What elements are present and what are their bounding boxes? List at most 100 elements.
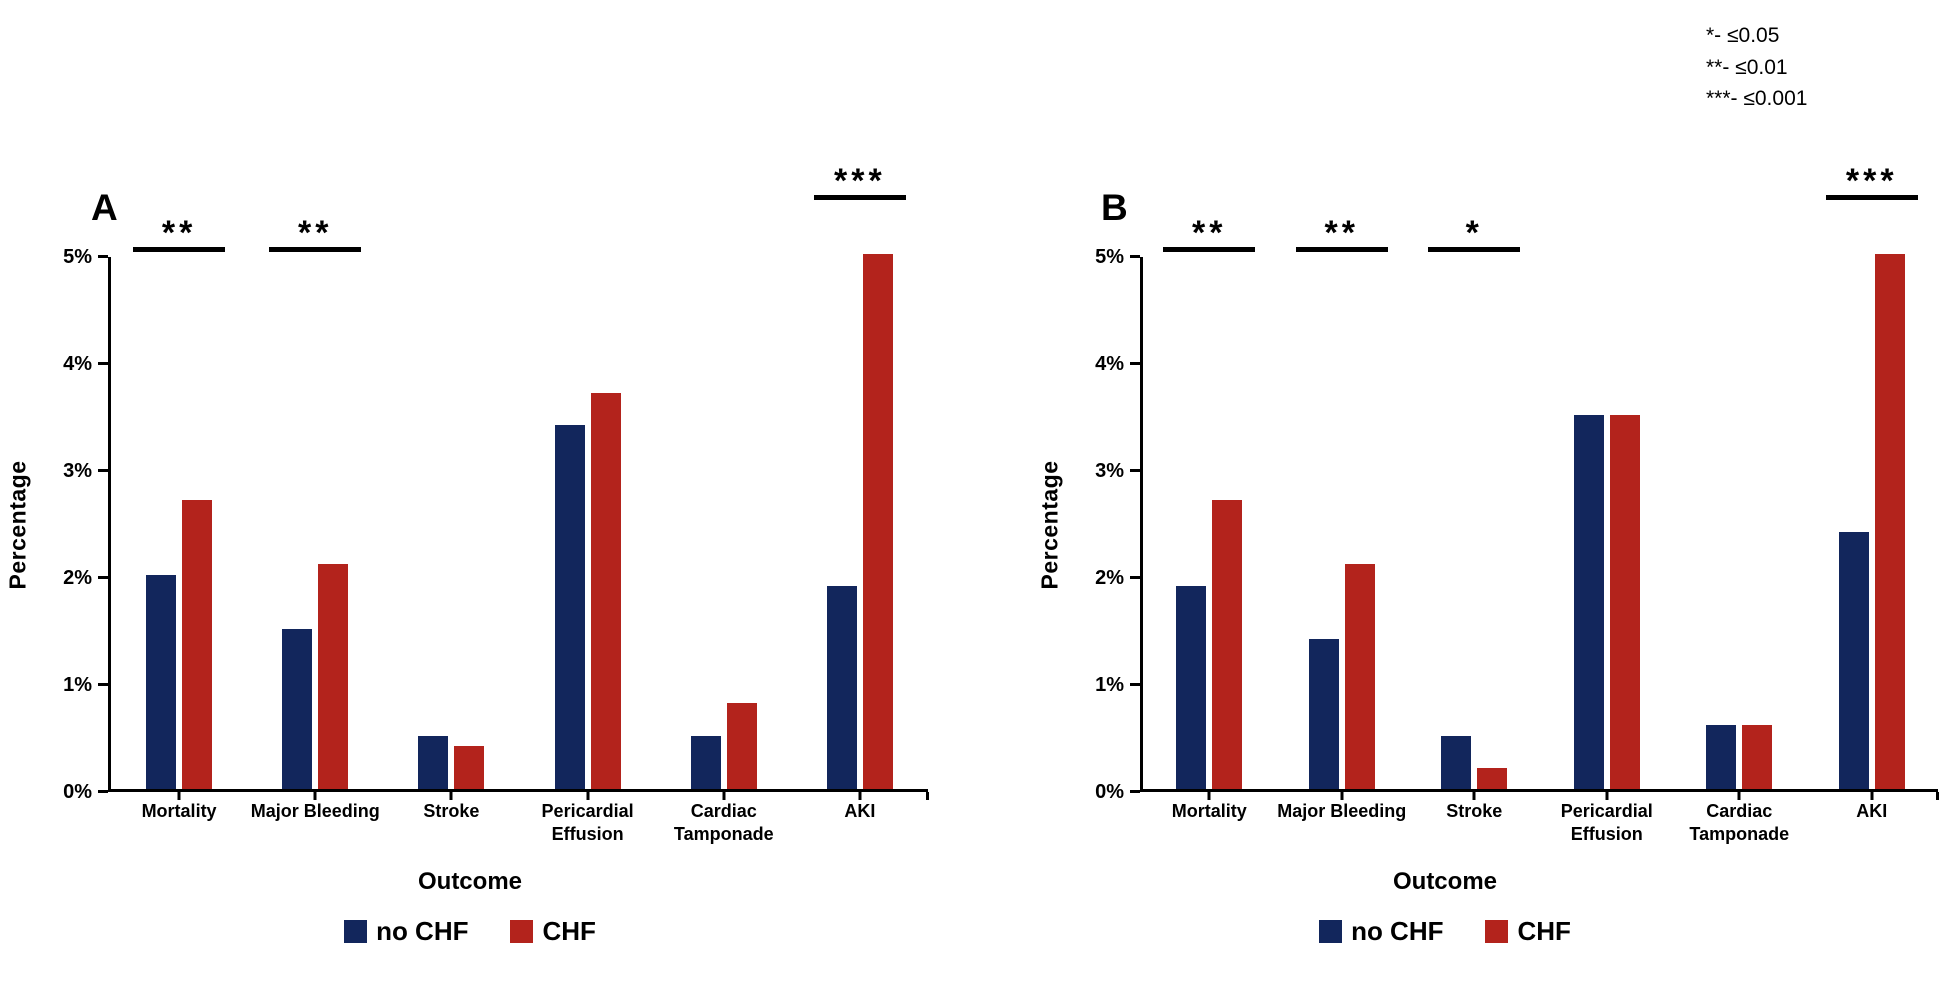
bar-group-aki [1806, 254, 1938, 789]
x-category-label-cardiac-tamponade: Cardiac Tamponade [1689, 801, 1790, 845]
x-tick-mark [1605, 792, 1609, 800]
panel-b-ylabel-col: Percentage [1032, 257, 1068, 792]
legend-item-chf: CHF [510, 916, 596, 947]
bar-pair-pericardial-effusion [554, 393, 621, 789]
x-category-label-aki: AKI [1856, 801, 1888, 821]
significance-key-line-1: *- ≤0.05 [1706, 24, 1780, 47]
significance-marker-stroke: * [1428, 216, 1521, 252]
x-category-label-major-bleeding: Major Bleeding [1277, 801, 1407, 821]
x-tick-mark [313, 792, 317, 800]
panel-a-plot-row: Percentage 0% 1% 2% 3% 4% 5% A ** ** *** [0, 164, 940, 803]
x-axis-title: Outcome [417, 868, 522, 895]
y-tick-label-5-: 5% [1095, 246, 1124, 268]
y-tick-label-3-: 3% [1095, 460, 1124, 482]
y-tick-mark [98, 576, 108, 579]
y-tick-mark [1130, 255, 1140, 258]
dual-bar-chart-figure: Percentage 0% 1% 2% 3% 4% 5% A ** ** *** Mortal… [0, 0, 1950, 947]
y-tick-labels: 0% 1% 2% 3% 4% 5% [1068, 246, 1140, 803]
bar-pair-major-bleeding [1308, 564, 1375, 789]
y-tick-label-4-: 4% [63, 353, 92, 375]
x-tick-mark [1870, 792, 1874, 800]
significance-line [133, 247, 226, 252]
bar-no-chf-aki [826, 585, 857, 789]
legend-swatch-no-chf [344, 920, 368, 943]
bar-chf-pericardial-effusion [590, 393, 621, 789]
legend-label-no-chf: no CHF [376, 916, 469, 946]
panel-a: Percentage 0% 1% 2% 3% 4% 5% A ** ** *** Mortal… [0, 0, 940, 947]
x-tick-mark [586, 792, 590, 800]
significance-line [1163, 247, 1256, 252]
y-tick-mark [1130, 469, 1140, 472]
significance-line [1295, 247, 1388, 252]
bar-no-chf-aki [1838, 532, 1869, 789]
y-tick-label-0-: 0% [63, 781, 92, 803]
x-category-label-stroke: Stroke [423, 801, 480, 821]
bar-pair-aki [1838, 254, 1905, 789]
bar-chf-mortality [182, 500, 213, 789]
bar-pair-stroke [1441, 735, 1508, 789]
bar-chf-major-bleeding [318, 564, 349, 789]
panel-b-plot-row: Percentage 0% 1% 2% 3% 4% 5% B ** ** * *** [940, 164, 1950, 803]
bar-pair-cardiac-tamponade [1706, 724, 1773, 789]
significance-marker-aki: *** [813, 164, 906, 200]
bar-chf-cardiac-tamponade [1742, 724, 1773, 789]
bar-group-mortality [111, 257, 247, 789]
bar-pair-major-bleeding [282, 564, 349, 789]
bar-group-major-bleeding [1275, 257, 1407, 789]
x-tick-mark [1472, 792, 1476, 800]
y-tick-mark [1130, 790, 1140, 793]
legend: no CHF CHF [0, 916, 940, 947]
significance-line [1825, 195, 1918, 200]
bar-group-pericardial-effusion [1541, 257, 1673, 789]
x-tick-mark [177, 792, 181, 800]
legend-swatch-chf [510, 920, 534, 943]
x-tick-mark [722, 792, 726, 800]
bar-chf-aki [1874, 254, 1905, 789]
panel-letter: A [91, 187, 118, 228]
significance-line [813, 195, 906, 200]
y-tick-label-0-: 0% [1095, 781, 1124, 803]
x-axis-end-tick [1936, 792, 1939, 800]
bar-chf-major-bleeding [1344, 564, 1375, 789]
bar-no-chf-major-bleeding [1308, 639, 1339, 789]
significance-line [1428, 247, 1521, 252]
xlabels-spacer [940, 800, 1143, 856]
bar-chf-stroke [1477, 767, 1508, 789]
bar-pair-aki [826, 254, 893, 789]
y-tick-label-1-: 1% [1095, 674, 1124, 696]
panel-b-xlabels-row: Mortality Major Bleeding Stroke Pericardial… [940, 800, 1950, 856]
legend-label-chf: CHF [1517, 916, 1571, 946]
y-tick-mark [1130, 362, 1140, 365]
bar-pair-mortality [146, 500, 213, 789]
significance-marker-major-bleeding: ** [1295, 216, 1388, 252]
bar-group-cardiac-tamponade [1673, 257, 1805, 789]
legend-swatch-no-chf [1319, 920, 1343, 943]
legend-item-no-chf: no CHF [1319, 916, 1443, 947]
x-category-label-major-bleeding: Major Bleeding [250, 801, 380, 821]
significance-marker-aki: *** [1825, 164, 1918, 200]
bar-no-chf-stroke [418, 735, 449, 789]
y-tick-label-2-: 2% [1095, 567, 1124, 589]
bar-chf-mortality [1212, 500, 1243, 789]
x-tick-mark [1340, 792, 1344, 800]
y-tick-mark [98, 255, 108, 258]
legend-item-chf: CHF [1485, 916, 1571, 947]
bar-group-major-bleeding [247, 257, 383, 789]
bar-chf-pericardial-effusion [1609, 414, 1640, 789]
x-tick-mark [1737, 792, 1741, 800]
x-axis-title: Outcome [1392, 868, 1497, 895]
legend-item-no-chf: no CHF [344, 916, 468, 947]
x-category-labels: Mortality Major Bleeding Stroke Pericardial… [1143, 800, 1938, 856]
x-axis-end-tick [926, 792, 929, 800]
significance-key-line-2: **- ≤0.01 [1706, 55, 1788, 79]
panel-a-ylabel-col: Percentage [0, 257, 36, 792]
panel-letter: B [1101, 187, 1128, 228]
x-category-labels: Mortality Major Bleeding Stroke Pericardial… [111, 800, 928, 856]
x-category-label-pericardial-effusion: Pericardial Effusion [1560, 801, 1653, 845]
x-category-label-stroke: Stroke [1446, 801, 1503, 821]
bar-group-stroke [1408, 257, 1540, 789]
legend-label-chf: CHF [542, 916, 596, 946]
bar-group-aki [792, 254, 928, 789]
bar-group-stroke [383, 257, 519, 789]
x-tick-mark [1207, 792, 1211, 800]
